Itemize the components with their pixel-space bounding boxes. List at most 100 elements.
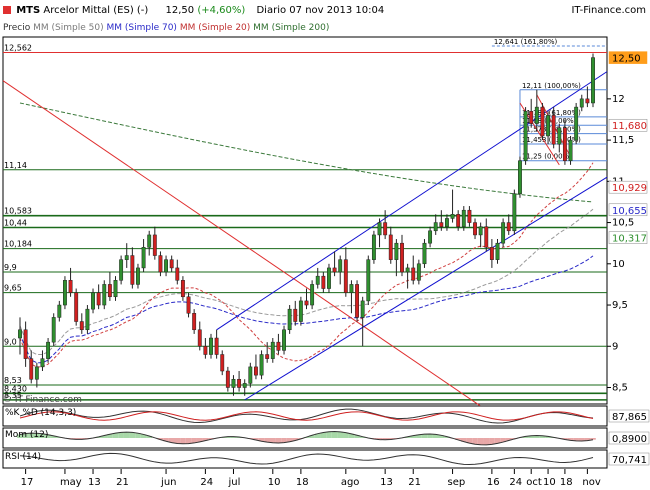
momentum-bar xyxy=(28,433,35,438)
candle-body xyxy=(579,98,584,108)
momentum-bar xyxy=(590,438,596,440)
downtrend-line xyxy=(2,80,481,407)
momentum-bar xyxy=(432,434,439,438)
candle-body xyxy=(197,329,202,347)
candle-body xyxy=(282,329,286,351)
price-tag-label: 10,317 xyxy=(612,234,647,245)
candle-body xyxy=(394,242,399,260)
moving-average-70-line xyxy=(19,255,594,364)
y-tick-label: 8,5 xyxy=(612,383,628,394)
candle-body xyxy=(439,222,444,227)
candle-body xyxy=(18,329,22,339)
indicator-value-tag xyxy=(608,431,650,445)
x-tick-label: 21 xyxy=(116,477,129,488)
momentum-bar xyxy=(135,433,141,438)
candle-body xyxy=(68,280,73,293)
candle-body xyxy=(29,358,34,380)
support-level-label: 9,9 xyxy=(4,263,17,272)
momentum-bar xyxy=(477,438,484,445)
main-panel-frame xyxy=(2,36,608,405)
candle-body xyxy=(461,209,466,227)
legend-price: Precio xyxy=(3,23,31,33)
momentum-bar xyxy=(208,438,214,440)
momentum-bar xyxy=(180,438,186,444)
momentum-bar xyxy=(95,436,102,438)
candle-body xyxy=(405,267,410,273)
fibonacci-level-label: 11,781 (61,80%) xyxy=(522,109,581,117)
symbol-marker-icon xyxy=(3,6,11,14)
momentum-bar xyxy=(522,436,529,438)
candle-body xyxy=(534,106,539,124)
momentum-bar xyxy=(427,434,433,438)
uptrend-channel-lower xyxy=(244,176,608,401)
momentum-bar xyxy=(269,438,276,443)
fibonacci-level-label: 11,578 (38,20%) xyxy=(522,126,581,134)
momentum-bar xyxy=(107,434,113,438)
candle-body xyxy=(192,313,197,331)
indicator-name: Mom (12) xyxy=(5,430,48,440)
x-tick-label: 16 xyxy=(487,477,500,488)
momentum-bar xyxy=(185,438,192,444)
momentum-bar xyxy=(337,431,344,438)
momentum-bar xyxy=(174,438,181,444)
momentum-bar xyxy=(410,435,417,438)
candle-body xyxy=(377,222,382,236)
support-level-label: 9,0 xyxy=(4,337,17,346)
momentum-bar xyxy=(22,433,29,438)
momentum-bar xyxy=(225,436,231,438)
support-level-label: 8,430 xyxy=(4,384,27,393)
momentum-bar xyxy=(168,438,175,443)
x-tick-label: sep xyxy=(448,477,466,488)
candle-body xyxy=(540,106,545,137)
candle-body xyxy=(23,329,28,359)
candle-body xyxy=(113,280,118,298)
candle-body xyxy=(383,222,388,236)
candle-body xyxy=(411,267,416,281)
momentum-bar xyxy=(331,431,338,438)
support-level-label: 11,14 xyxy=(4,161,27,170)
momentum-bar xyxy=(534,435,540,438)
indicator-panel-frame xyxy=(2,405,608,427)
momentum-bar xyxy=(539,435,546,438)
moving-average-50-line xyxy=(19,208,594,356)
price-tag-label: 11,680 xyxy=(612,121,647,132)
momentum-bar xyxy=(382,438,388,440)
candle-body xyxy=(102,284,107,306)
momentum-bar xyxy=(50,435,57,438)
candle-body xyxy=(169,259,174,269)
price-tag-label: 10,655 xyxy=(612,206,647,217)
momentum-bar xyxy=(421,434,428,438)
momentum-bar xyxy=(34,433,40,438)
candle-body xyxy=(130,255,135,285)
support-level-label: 8,35 xyxy=(4,391,22,400)
momentum-bar xyxy=(359,436,366,438)
candle-body xyxy=(551,115,556,145)
momentum-bar xyxy=(236,436,242,438)
candle-body xyxy=(85,308,90,331)
candle-body xyxy=(141,247,146,269)
momentum-bar xyxy=(118,432,124,438)
candle-body xyxy=(523,110,528,161)
candle-body xyxy=(428,230,433,244)
momentum-bar xyxy=(146,436,153,438)
momentum-bar xyxy=(123,432,130,438)
candle-body xyxy=(506,222,511,232)
candle-body xyxy=(270,341,275,359)
candle-body xyxy=(242,383,247,388)
candle-body xyxy=(360,300,365,318)
candle-body xyxy=(568,139,573,161)
momentum-bar xyxy=(444,436,450,438)
datetime: 07 nov 2013 10:04 xyxy=(289,5,385,16)
momentum-bar xyxy=(460,438,467,442)
candle-body xyxy=(473,222,477,236)
legend: Precio MM (Simple 50) MM (Simple 70) MM … xyxy=(3,22,329,34)
momentum-bar xyxy=(404,436,411,438)
period: Diario xyxy=(256,5,287,16)
momentum-bar xyxy=(258,438,265,442)
candle-body xyxy=(214,337,219,355)
indicator-value: 87,865 xyxy=(612,412,647,423)
candle-body xyxy=(237,379,242,388)
indicator-panel-frame xyxy=(2,449,608,469)
support-level-label: 9,65 xyxy=(4,284,22,293)
